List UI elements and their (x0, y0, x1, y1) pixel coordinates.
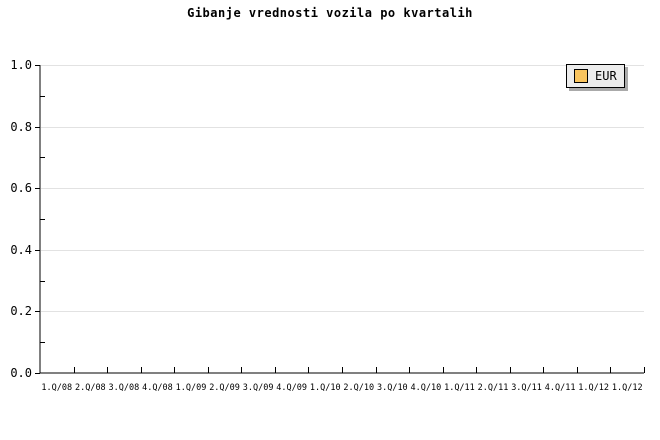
x-tick-label: 1.Q/08 (41, 383, 72, 393)
y-tick-label: 0.2 (10, 304, 32, 318)
y-tick-label: 0.6 (10, 181, 32, 195)
chart-title: Gibanje vrednosti vozila po kvartalih (187, 6, 473, 20)
legend-swatch-eur (574, 69, 588, 83)
x-tick-label: 2.Q/08 (75, 383, 106, 393)
x-tick-label: 3.Q/08 (109, 383, 140, 393)
x-tick-label: 1.Q/12 (578, 383, 609, 393)
x-tick-label: 3.Q/10 (377, 383, 408, 393)
x-tick-label: 2.Q/10 (343, 383, 374, 393)
x-tick-label: 4.Q/09 (276, 383, 307, 393)
x-tick-label: 2.Q/09 (209, 383, 240, 393)
y-tick-label: 0.0 (10, 366, 32, 380)
y-tick-label: 1.0 (10, 58, 32, 72)
y-tick-label: 0.4 (10, 243, 32, 257)
x-tick-label: 1.Q/12 (612, 383, 643, 393)
legend-label: EUR (595, 69, 617, 83)
x-tick-label: 2.Q/11 (478, 383, 509, 393)
x-tick-label: 3.Q/11 (511, 383, 542, 393)
x-tick-label: 4.Q/11 (545, 383, 576, 393)
x-tick-label: 3.Q/09 (243, 383, 274, 393)
x-tick-label: 4.Q/08 (142, 383, 173, 393)
x-tick-label: 1.Q/09 (176, 383, 207, 393)
x-tick-label: 1.Q/10 (310, 383, 341, 393)
x-tick-label: 1.Q/11 (444, 383, 475, 393)
y-tick-label: 0.8 (10, 120, 32, 134)
x-tick-label: 4.Q/10 (411, 383, 442, 393)
legend-box: EUR (566, 64, 625, 88)
